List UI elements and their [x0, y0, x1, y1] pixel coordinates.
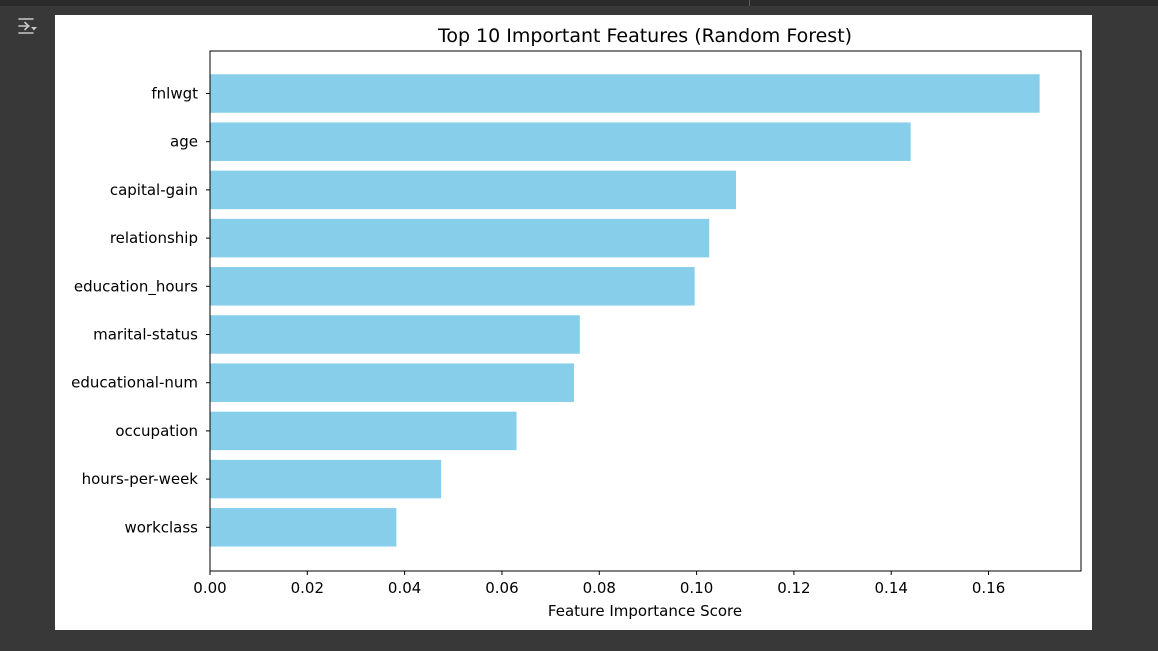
y-tick-label: occupation	[115, 422, 198, 440]
output-toggle-button[interactable]	[13, 13, 41, 39]
toolbar-divider	[749, 0, 750, 6]
y-tick-label: relationship	[110, 229, 198, 247]
x-tick-label: 0.00	[193, 579, 226, 597]
y-tick-label: capital-gain	[110, 181, 198, 199]
plot-frame	[209, 50, 1082, 572]
y-tick-label: fnlwgt	[151, 85, 198, 103]
x-tick-label: 0.16	[972, 579, 1005, 597]
top-toolbar-strip	[0, 0, 1158, 6]
x-tick-label: 0.10	[680, 579, 713, 597]
bar-relationship	[210, 218, 710, 258]
x-axis-label: Feature Importance Score	[548, 602, 742, 620]
y-tick-label: marital-status	[93, 326, 198, 344]
bar-capital-gain	[210, 170, 737, 210]
bar-education_hours	[210, 267, 695, 306]
y-tick-label: workclass	[124, 518, 198, 536]
output-collapse-icon	[18, 18, 37, 34]
chart-title: Top 10 Important Features (Random Forest…	[437, 25, 852, 47]
x-tick-label: 0.14	[875, 579, 908, 597]
bar-marital-status	[210, 315, 580, 354]
bar-hours-per-week	[210, 459, 442, 499]
y-tick-label: hours-per-week	[82, 470, 199, 488]
bar-fnlwgt	[210, 74, 1040, 113]
bars-group	[210, 74, 1040, 547]
x-tick-label: 0.08	[583, 579, 616, 597]
x-tick-label: 0.02	[291, 579, 324, 597]
x-tick-label: 0.12	[777, 579, 810, 597]
y-tick-label: education_hours	[74, 277, 198, 296]
bar-educational-num	[210, 363, 574, 402]
x-tick-label: 0.06	[485, 579, 518, 597]
y-ticks-group: fnlwgt age capital-gain relationship educati…	[71, 85, 210, 536]
y-tick-label: educational-num	[71, 374, 198, 392]
bar-chart: Top 10 Important Features (Random Forest…	[71, 25, 1082, 620]
y-tick-label: age	[170, 133, 198, 151]
chart-figure: Top 10 Important Features (Random Forest…	[55, 15, 1092, 630]
x-ticks-group: 0.00 0.02 0.04 0.06 0.08 0.10 0.12 0.14 0.16	[193, 571, 1005, 597]
x-tick-label: 0.04	[388, 579, 421, 597]
bar-occupation	[210, 411, 517, 451]
bar-workclass	[210, 508, 397, 547]
bar-age	[210, 122, 911, 161]
